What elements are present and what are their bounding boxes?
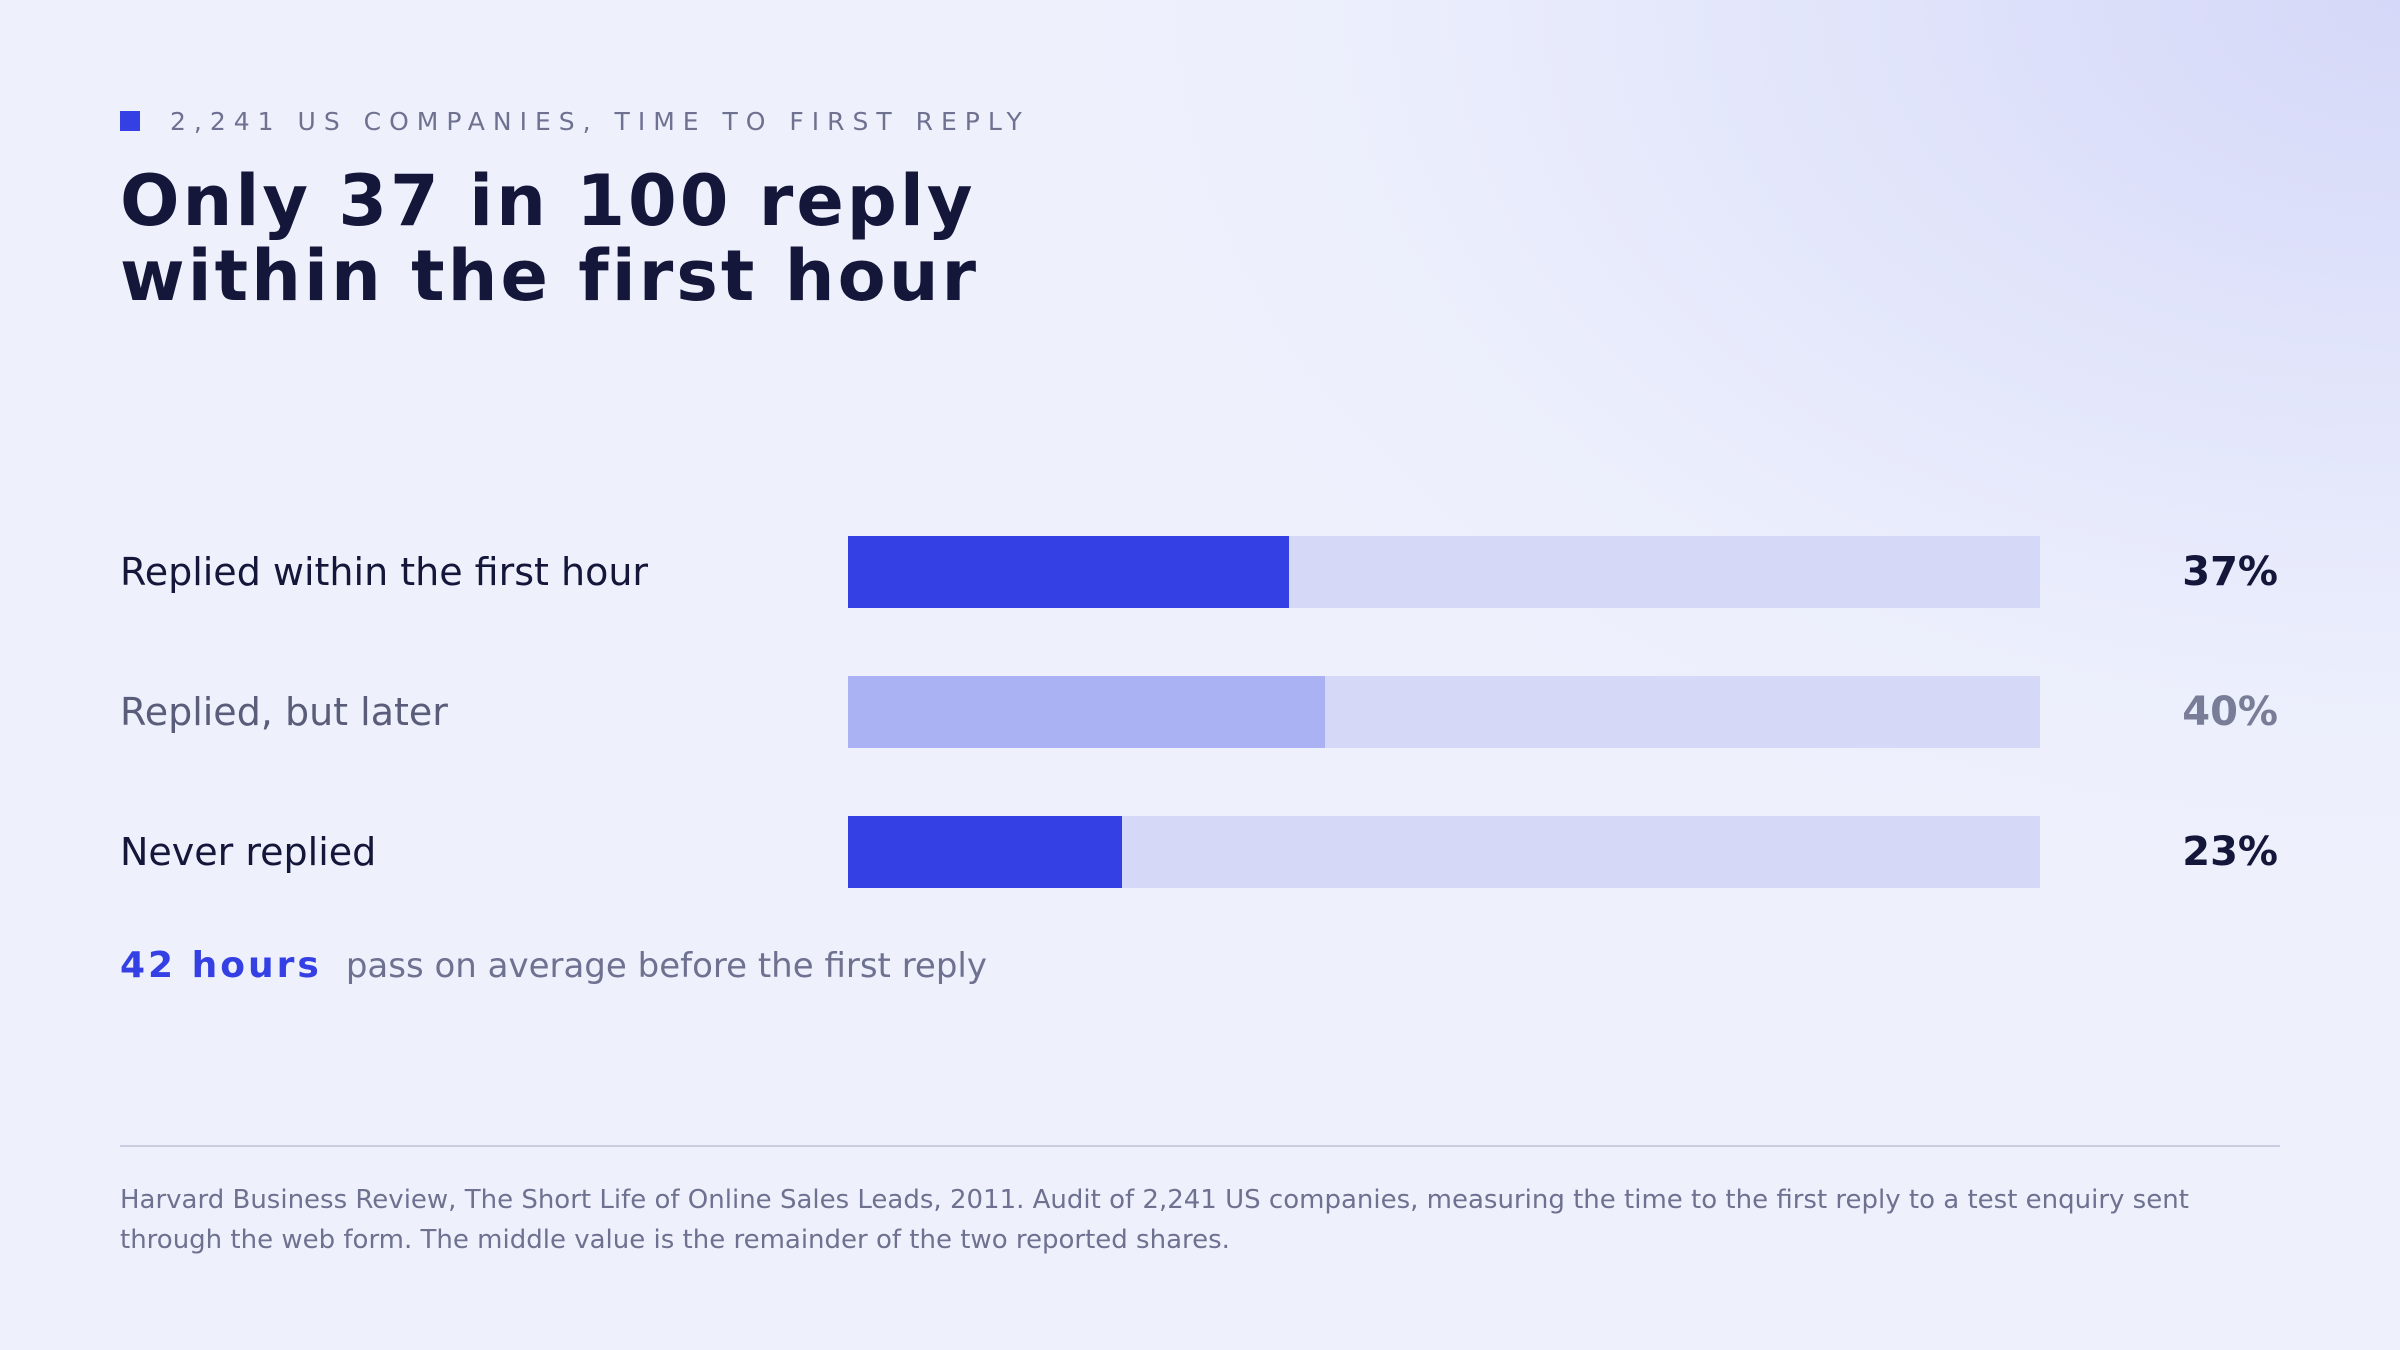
bar — [848, 816, 1123, 888]
bar — [848, 676, 1325, 748]
bar-track — [848, 536, 2040, 608]
bar-label: Replied, but later — [120, 690, 448, 734]
average-note: 42 hours pass on average before the firs… — [120, 945, 987, 995]
eyebrow: 2,241 US COMPANIES, TIME TO FIRST REPLY — [120, 104, 1030, 138]
source-note: Harvard Business Review, The Short Life … — [120, 1185, 2189, 1255]
divider — [120, 1145, 2280, 1147]
bar — [848, 536, 1290, 608]
average-hours: 42 hours — [120, 945, 322, 986]
eyebrow-text: 2,241 US COMPANIES, TIME TO FIRST REPLY — [170, 106, 1030, 136]
bar-value-label: 23% — [2182, 829, 2278, 875]
bar-value-label: 40% — [2182, 689, 2278, 735]
chart-title: Only 37 in 100 reply within the first ho… — [120, 164, 1320, 314]
eyebrow-square-icon — [120, 111, 140, 131]
average-note-text: pass on average before the first reply — [345, 946, 987, 986]
bar-value-label: 37% — [2182, 549, 2278, 595]
title-line-2: within the first hour — [120, 235, 980, 317]
bar-label: Replied within the first hour — [120, 550, 649, 594]
bar-track — [848, 816, 2040, 888]
bar-track — [848, 676, 2040, 748]
title-line-1: Only 37 in 100 reply — [120, 160, 976, 242]
bar-label: Never replied — [120, 830, 377, 874]
